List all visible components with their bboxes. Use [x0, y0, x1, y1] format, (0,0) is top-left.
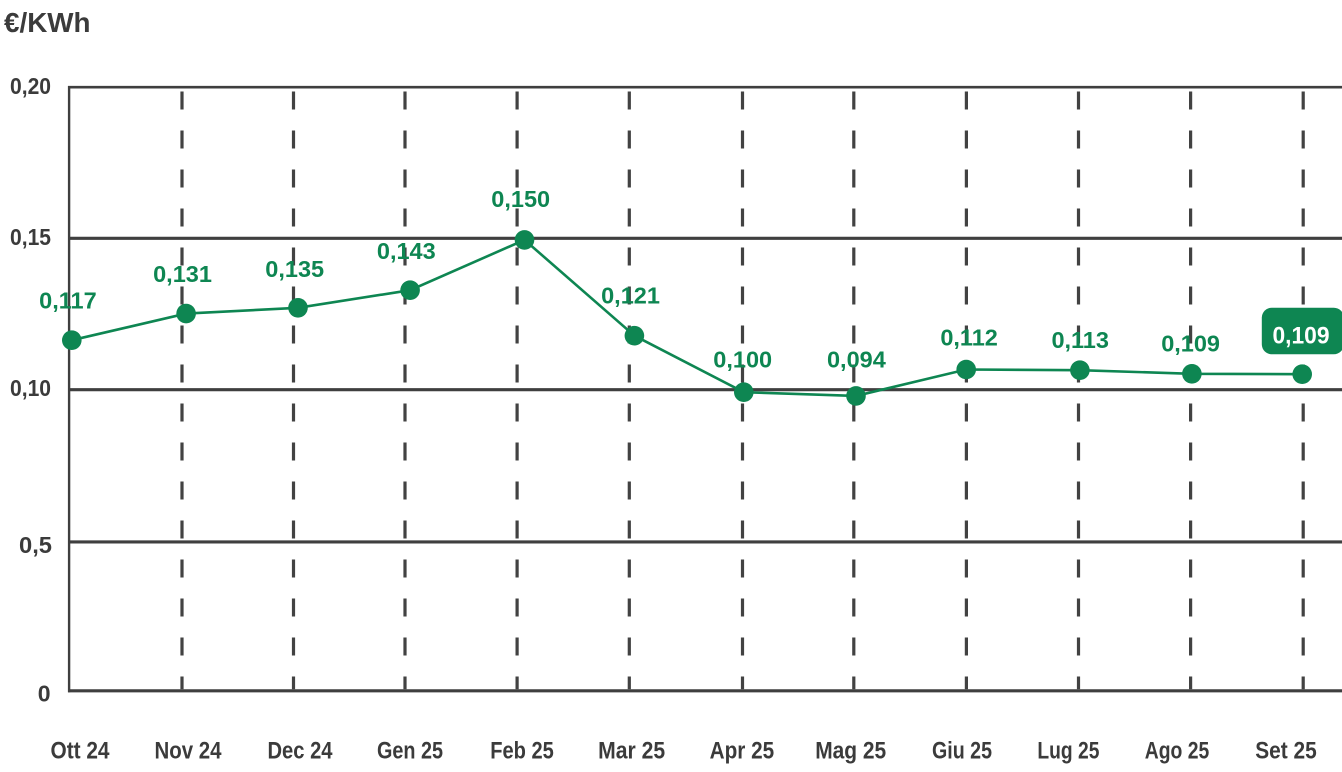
svg-text:Ott 24: Ott 24: [51, 738, 111, 765]
svg-text:0,112: 0,112: [940, 325, 998, 351]
svg-text:Ago 25: Ago 25: [1145, 738, 1210, 765]
svg-text:Mar 25: Mar 25: [598, 738, 665, 765]
svg-text:0,100: 0,100: [713, 347, 772, 373]
svg-text:0,15: 0,15: [10, 224, 51, 250]
svg-text:0,5: 0,5: [19, 532, 52, 558]
svg-text:0,135: 0,135: [265, 256, 324, 282]
svg-text:Gen 25: Gen 25: [377, 738, 443, 765]
svg-text:Set 25: Set 25: [1255, 738, 1317, 765]
svg-text:0,150: 0,150: [491, 186, 550, 212]
svg-text:0,131: 0,131: [153, 261, 212, 287]
svg-text:0,109: 0,109: [1161, 330, 1220, 356]
svg-text:Mag 25: Mag 25: [815, 738, 886, 765]
svg-text:0,117: 0,117: [39, 288, 97, 314]
svg-text:€/KWh: €/KWh: [4, 7, 91, 38]
svg-text:0,143: 0,143: [377, 238, 436, 264]
svg-text:Lug 25: Lug 25: [1037, 738, 1099, 765]
svg-text:0,121: 0,121: [601, 282, 660, 308]
svg-text:0,113: 0,113: [1051, 327, 1109, 353]
svg-text:Dec 24: Dec 24: [268, 738, 334, 765]
svg-text:0,094: 0,094: [827, 347, 886, 373]
svg-text:Nov 24: Nov 24: [155, 738, 223, 765]
svg-text:0,10: 0,10: [10, 375, 51, 401]
svg-text:0,109: 0,109: [1273, 323, 1330, 350]
svg-text:0,20: 0,20: [10, 73, 51, 99]
svg-text:Giu 25: Giu 25: [932, 738, 992, 765]
svg-text:Feb 25: Feb 25: [490, 738, 554, 765]
svg-text:0: 0: [38, 681, 51, 707]
svg-text:Apr 25: Apr 25: [710, 738, 775, 765]
